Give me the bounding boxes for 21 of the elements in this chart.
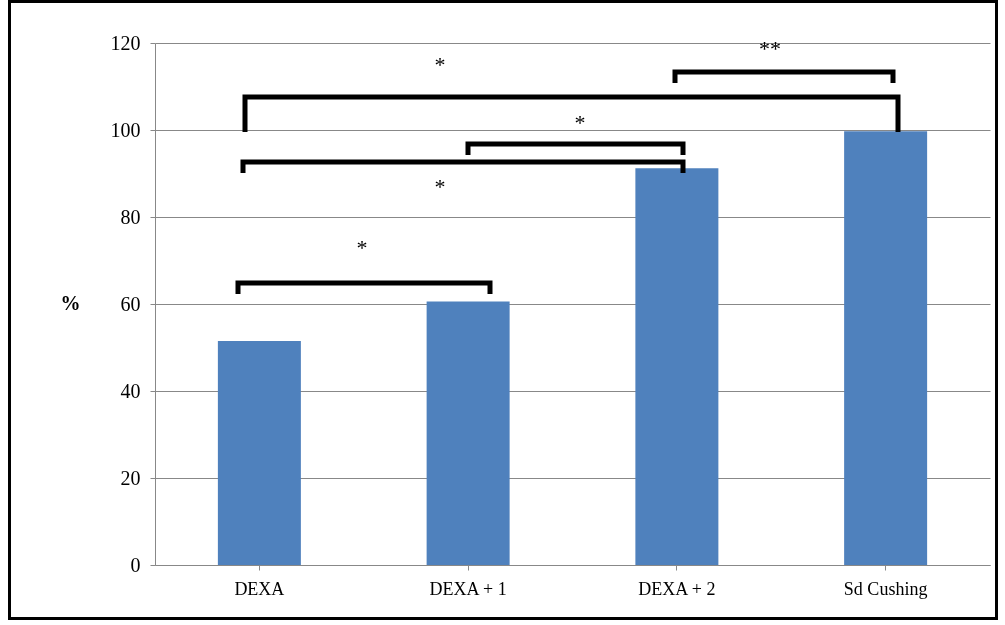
bar (844, 131, 928, 565)
x-tick-label: Sd Cushing (843, 578, 928, 599)
bar (426, 301, 510, 565)
annotation: * (574, 110, 586, 135)
y-tick-label: 40 (120, 379, 141, 402)
x-tick-label: DEXA + 2 (638, 578, 716, 599)
y-tick-label: 0 (130, 553, 141, 576)
y-tick-label: 100 (110, 118, 141, 141)
annotation: * (434, 174, 446, 199)
x-tick-label: DEXA (234, 578, 285, 599)
y-tick-label: 120 (110, 31, 141, 54)
annotation: * (434, 52, 446, 77)
y-tick-label: 80 (120, 205, 141, 228)
bar (217, 340, 301, 565)
annotation: ** (759, 36, 781, 61)
y-tick-label: 20 (120, 466, 141, 489)
annotation: * (356, 235, 368, 260)
y-axis-title: % (60, 291, 81, 314)
y-tick-label: 60 (120, 292, 141, 315)
bar (635, 168, 719, 565)
x-tick-label: DEXA + 1 (429, 578, 507, 599)
